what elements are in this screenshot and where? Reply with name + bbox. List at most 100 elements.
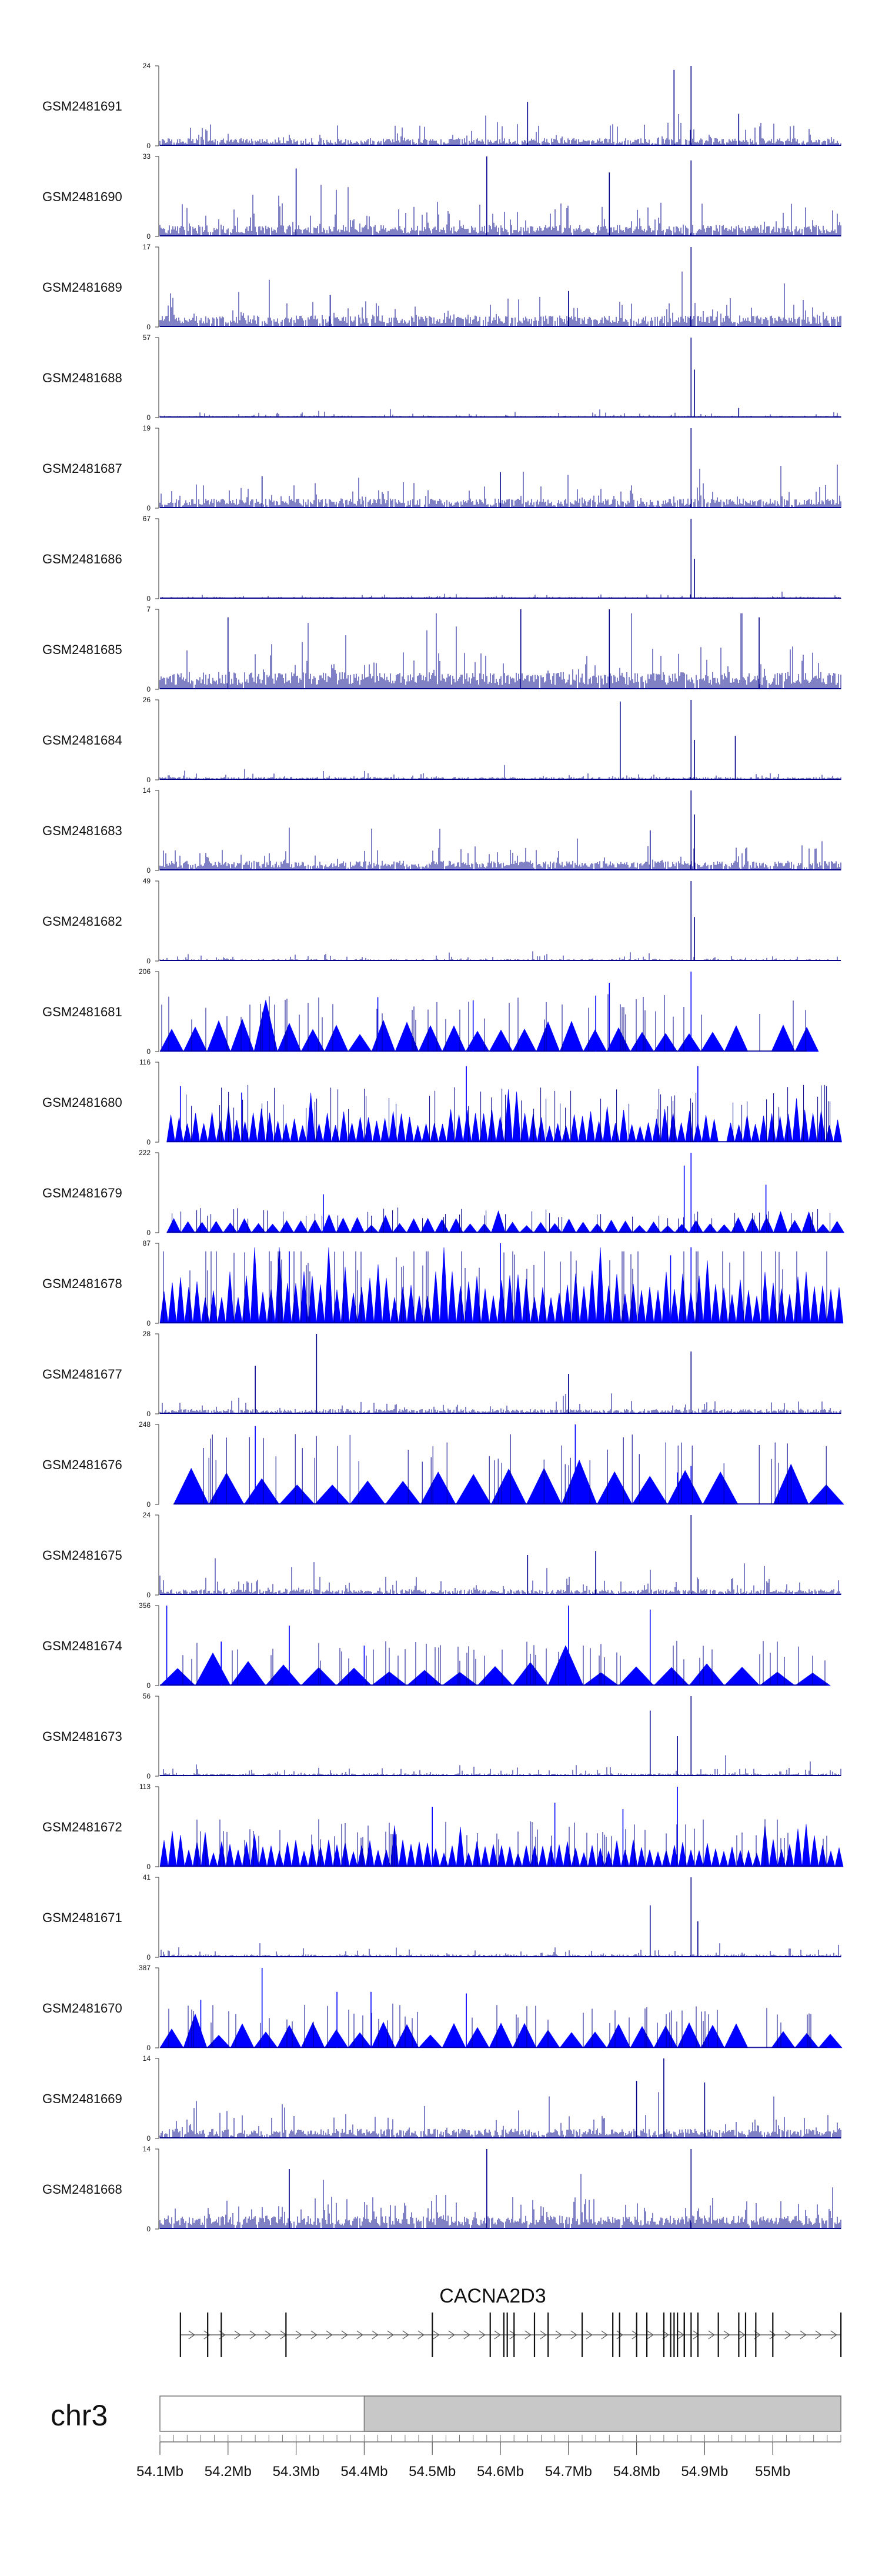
gene-exon bbox=[755, 2313, 757, 2357]
y-max-label: 387 bbox=[139, 1964, 151, 1972]
strand-chevron bbox=[815, 2330, 822, 2340]
coverage-bars bbox=[159, 465, 841, 508]
gene-exon bbox=[503, 2313, 505, 2357]
x-axis-tick-label: 54.2Mb bbox=[205, 2464, 252, 2480]
coverage-bars bbox=[159, 1943, 841, 1957]
y-min-label: 0 bbox=[146, 1319, 151, 1327]
coverage-bars bbox=[159, 185, 841, 236]
strand-chevron bbox=[800, 2330, 807, 2340]
strand-chevron bbox=[693, 2330, 700, 2340]
strand-chevron bbox=[249, 2330, 256, 2340]
track-GSM2481690: GSM2481690 33 0 bbox=[42, 152, 841, 241]
track-GSM2481674: GSM2481674 356 0 bbox=[42, 1601, 831, 1690]
coverage-area bbox=[159, 1000, 819, 1053]
track-GSM2481681: GSM2481681 206 0 bbox=[42, 967, 819, 1056]
track-GSM2481687: GSM2481687 19 0 bbox=[42, 424, 841, 512]
x-axis-tick-label: 54.7Mb bbox=[545, 2464, 592, 2480]
strand-chevron bbox=[326, 2330, 333, 2340]
track-GSM2481688: GSM2481688 57 0 bbox=[42, 333, 841, 422]
track-label: GSM2481668 bbox=[42, 2182, 122, 2197]
y-max-label: 356 bbox=[139, 1601, 151, 1610]
track-GSM2481686: GSM2481686 67 0 bbox=[42, 515, 841, 603]
track-label: GSM2481671 bbox=[42, 1910, 122, 1925]
track-label: GSM2481672 bbox=[42, 1820, 122, 1834]
strand-chevron bbox=[234, 2330, 241, 2340]
y-max-label: 67 bbox=[143, 515, 151, 523]
gene-exon bbox=[646, 2313, 648, 2357]
gene-exon bbox=[670, 2313, 671, 2357]
y-min-label: 0 bbox=[146, 1772, 151, 1780]
y-max-label: 14 bbox=[143, 2145, 151, 2153]
gene-exon bbox=[612, 2313, 614, 2357]
track-GSM2481671: GSM2481671 41 0 bbox=[42, 1873, 841, 1961]
track-label: GSM2481677 bbox=[42, 1367, 122, 1382]
y-max-label: 14 bbox=[143, 786, 151, 795]
gene-exon bbox=[738, 2313, 740, 2357]
coverage-bars bbox=[159, 1755, 841, 1776]
y-min-label: 0 bbox=[146, 1410, 151, 1418]
y-min-label: 0 bbox=[146, 685, 151, 693]
y-min-label: 0 bbox=[146, 776, 151, 784]
y-max-label: 14 bbox=[143, 2054, 151, 2063]
y-min-label: 0 bbox=[146, 232, 151, 241]
y-max-label: 206 bbox=[139, 967, 151, 976]
gene-exon bbox=[683, 2313, 685, 2357]
strand-chevron bbox=[647, 2330, 654, 2340]
coverage-area bbox=[166, 1089, 842, 1143]
y-max-label: 222 bbox=[139, 1149, 151, 1157]
strand-chevron bbox=[341, 2330, 348, 2340]
y-max-label: 116 bbox=[139, 1058, 151, 1066]
x-axis-tick-label: 54.8Mb bbox=[613, 2464, 660, 2480]
y-max-label: 113 bbox=[139, 1783, 151, 1791]
coverage-tracks: GSM2481691240GSM2481690330GSM2481689170G… bbox=[42, 62, 845, 2233]
coverage-bars bbox=[159, 765, 841, 780]
x-axis-tick-label: 54.6Mb bbox=[477, 2464, 524, 2480]
strand-chevron bbox=[830, 2330, 837, 2340]
x-axis-tick-label: 54.5Mb bbox=[409, 2464, 456, 2480]
coverage-bars bbox=[182, 1640, 826, 1686]
track-GSM2481689: GSM2481689 17 0 bbox=[42, 243, 841, 331]
track-GSM2481691: GSM2481691 24 0 bbox=[42, 62, 841, 150]
strand-chevron bbox=[494, 2330, 501, 2340]
strand-chevron bbox=[784, 2330, 791, 2340]
y-max-label: 28 bbox=[143, 1330, 151, 1338]
y-min-label: 0 bbox=[146, 1953, 151, 1961]
y-max-label: 7 bbox=[146, 605, 151, 613]
gene-exon bbox=[547, 2313, 549, 2357]
coverage-bars bbox=[186, 1085, 831, 1142]
track-GSM2481677: GSM2481677 28 0 bbox=[42, 1330, 841, 1418]
y-max-label: 57 bbox=[143, 333, 151, 342]
track-label: GSM2481682 bbox=[42, 914, 122, 929]
track-label: GSM2481680 bbox=[42, 1095, 122, 1110]
y-max-label: 19 bbox=[143, 424, 151, 432]
track-label: GSM2481674 bbox=[42, 1639, 122, 1653]
coverage-bars bbox=[159, 613, 841, 689]
strand-chevron bbox=[402, 2330, 409, 2340]
y-min-label: 0 bbox=[146, 1591, 151, 1599]
track-GSM2481675: GSM2481675 24 0 bbox=[42, 1511, 841, 1599]
track-label: GSM2481670 bbox=[42, 2001, 122, 2016]
chromosome-label: chr3 bbox=[51, 2399, 108, 2432]
gene-exon bbox=[636, 2313, 637, 2357]
y-max-label: 56 bbox=[143, 1692, 151, 1700]
strand-chevron bbox=[616, 2330, 623, 2340]
coverage-area bbox=[166, 1210, 845, 1233]
coverage-area bbox=[173, 1459, 844, 1505]
track-label: GSM2481679 bbox=[42, 1186, 122, 1200]
x-axis-tick-label: 54.9Mb bbox=[681, 2464, 728, 2480]
strand-chevron bbox=[723, 2330, 730, 2340]
gene-label: CACNA2D3 bbox=[439, 2285, 546, 2307]
strand-chevron bbox=[387, 2330, 394, 2340]
strand-chevron bbox=[601, 2330, 608, 2340]
track-label: GSM2481685 bbox=[42, 642, 122, 657]
coverage-bars bbox=[161, 994, 806, 1052]
coverage-bars bbox=[159, 2092, 841, 2138]
track-GSM2481676: GSM2481676 248 0 bbox=[42, 1420, 844, 1509]
coverage-bars bbox=[159, 951, 840, 961]
track-GSM2481673: GSM2481673 56 0 bbox=[42, 1692, 841, 1780]
coverage-bars bbox=[203, 1434, 827, 1504]
track-label: GSM2481681 bbox=[42, 1005, 122, 1019]
coverage-bars bbox=[159, 1393, 841, 1414]
track-label: GSM2481675 bbox=[42, 1548, 122, 1563]
track-label: GSM2481684 bbox=[42, 733, 122, 748]
